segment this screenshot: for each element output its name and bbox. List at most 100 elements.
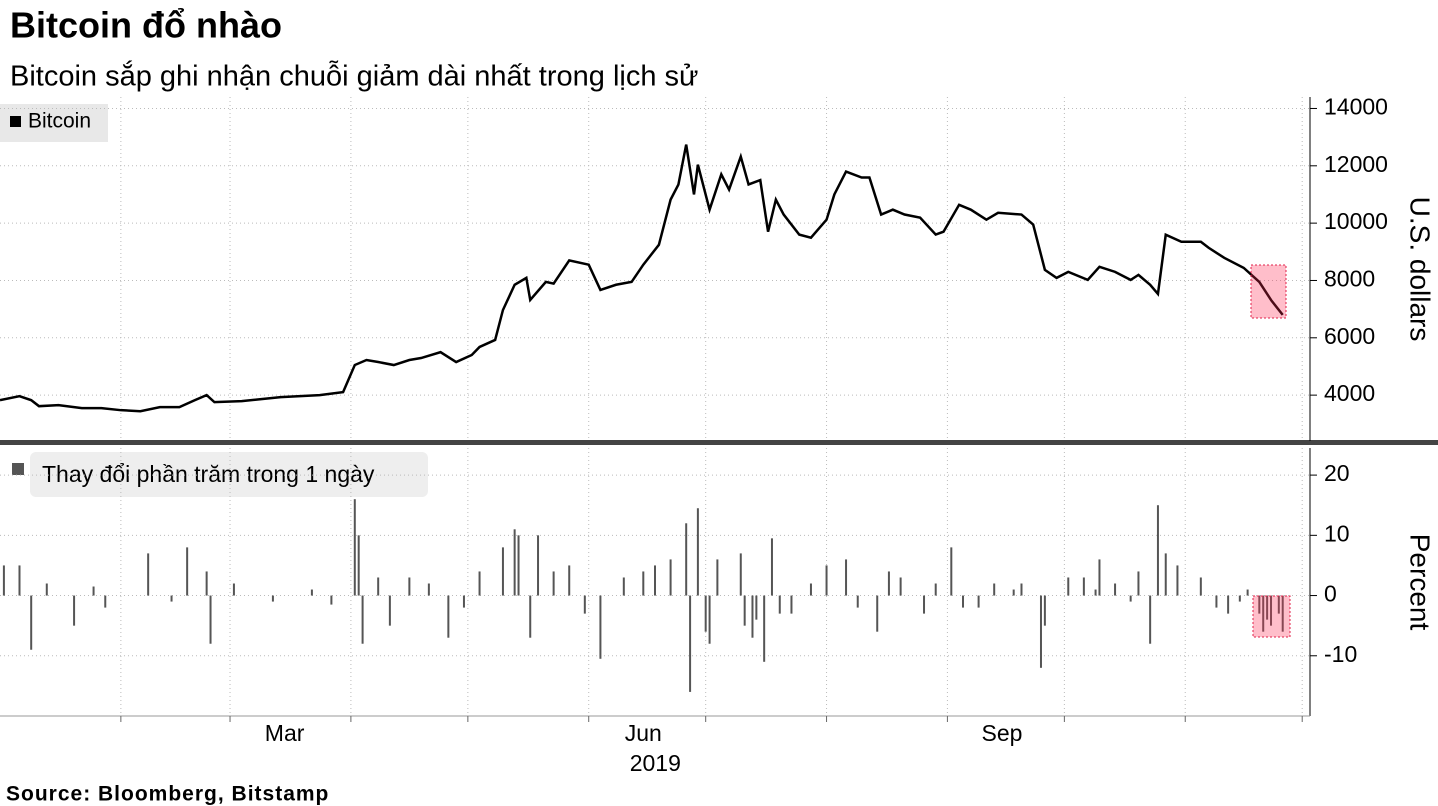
line	[0, 144, 1284, 413]
bar	[669, 559, 672, 596]
y-tick-label: -10	[1324, 641, 1357, 667]
bar	[950, 547, 953, 596]
source-note: Source: Bloomberg, Bitstamp	[6, 783, 329, 806]
legend-label: Bitcoin	[28, 110, 91, 133]
x-tick-label: Mar	[265, 720, 305, 746]
y-tick-label: 14000	[1324, 94, 1388, 120]
bar	[1270, 595, 1273, 626]
bar	[1039, 595, 1042, 668]
y-tick-label: 12000	[1324, 151, 1388, 177]
bar	[205, 571, 208, 596]
bar	[751, 595, 754, 638]
bar	[1199, 577, 1202, 596]
y-axis-label: U.S. dollars	[1405, 197, 1436, 342]
bar	[923, 595, 926, 614]
bar	[104, 595, 107, 608]
y-tick-label: 10000	[1324, 208, 1388, 234]
bar	[763, 595, 766, 662]
bar	[704, 595, 707, 632]
bar	[1129, 595, 1132, 602]
bar	[685, 523, 688, 596]
bar	[18, 565, 21, 596]
bar	[642, 571, 645, 596]
bar	[739, 553, 742, 596]
bar	[529, 595, 532, 638]
bar	[825, 565, 828, 596]
bar	[856, 595, 859, 608]
bar	[654, 565, 656, 596]
bar	[790, 595, 793, 614]
bar	[478, 571, 481, 596]
plot-area: 4000 6000 8000 10000 12000 14000 U.S. dollars -…	[0, 94, 1436, 776]
legend-swatch	[10, 116, 21, 127]
bar	[1098, 559, 1101, 596]
y-tick-label: 10	[1324, 520, 1350, 546]
chart-title: Bitcoin đổ nhào	[10, 5, 282, 46]
bar	[1094, 589, 1097, 596]
bar	[899, 577, 902, 596]
bar	[310, 589, 313, 596]
bar	[1012, 589, 1015, 596]
bar	[934, 583, 937, 596]
bar	[887, 571, 890, 596]
bar	[1067, 577, 1070, 596]
y-tick-label: 0	[1324, 581, 1337, 607]
highlight	[1252, 595, 1291, 638]
bar	[689, 595, 692, 692]
bar	[537, 535, 540, 596]
bar	[513, 529, 516, 596]
bar	[1137, 571, 1140, 596]
bar	[1082, 577, 1085, 596]
bar	[809, 583, 812, 596]
bar	[845, 559, 848, 596]
legend-swatch	[12, 463, 24, 475]
bar	[232, 583, 235, 596]
bar	[552, 571, 555, 596]
bar	[583, 595, 586, 614]
bar	[353, 499, 356, 596]
bar	[330, 595, 333, 605]
y-tick-label: 8000	[1324, 266, 1375, 292]
bar	[568, 565, 571, 596]
bar	[1215, 595, 1218, 608]
bar	[1238, 595, 1241, 602]
bar	[977, 595, 980, 608]
bar	[447, 595, 450, 638]
chart-subtitle: Bitcoin sắp ghi nhận chuỗi giảm dài nhất…	[10, 60, 698, 93]
bar	[271, 595, 274, 602]
bar	[755, 595, 758, 620]
bar	[622, 577, 625, 596]
y-tick-label: 4000	[1324, 380, 1375, 406]
bar	[1246, 589, 1249, 596]
bar	[2, 565, 5, 596]
bar	[1227, 595, 1230, 614]
highlight	[1250, 264, 1287, 319]
bar	[73, 595, 76, 626]
bar	[708, 595, 711, 644]
bar	[1114, 583, 1117, 596]
bar	[1266, 595, 1269, 620]
y-axis-label: Percent	[1405, 534, 1436, 631]
bar	[770, 538, 773, 596]
bar	[743, 595, 746, 626]
y-tick-label: 20	[1324, 460, 1350, 486]
bar	[1281, 595, 1284, 632]
bar	[170, 595, 173, 602]
bar	[147, 553, 150, 596]
bar	[1043, 595, 1046, 626]
bar	[716, 559, 719, 596]
bar	[361, 595, 364, 644]
bar	[408, 577, 411, 596]
bar	[357, 535, 360, 596]
bar	[599, 595, 602, 659]
bar	[1149, 595, 1152, 644]
bar	[92, 586, 95, 596]
bar	[1262, 595, 1265, 632]
bar	[517, 535, 520, 596]
bar	[1156, 505, 1159, 596]
x-tick-label: Jun	[625, 720, 662, 746]
bar	[876, 595, 879, 632]
legend-box	[30, 452, 428, 497]
legend-label: Thay đổi phần trăm trong 1 ngày	[42, 461, 375, 487]
